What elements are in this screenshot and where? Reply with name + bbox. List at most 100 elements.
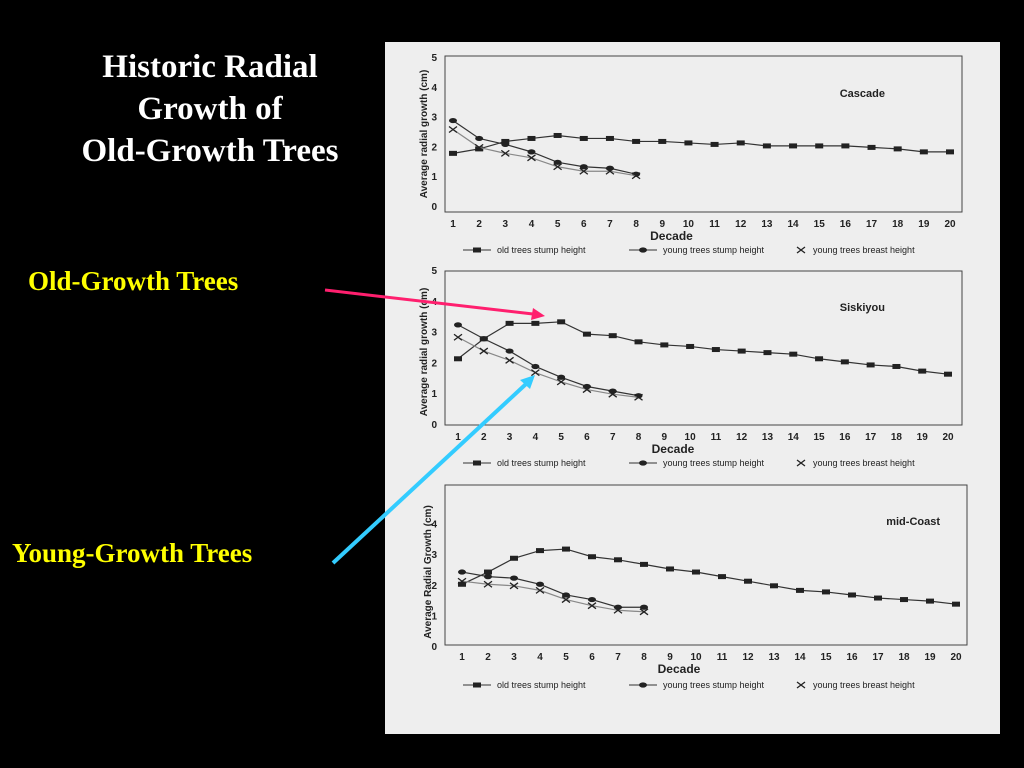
legend-marker-young-breast xyxy=(796,246,806,254)
data-point-old xyxy=(660,342,669,348)
legend-text-young-breast: young trees breast height xyxy=(813,680,915,690)
series-line-1 xyxy=(452,134,950,154)
x-tick-label: 14 xyxy=(788,432,800,443)
data-point-young-breast xyxy=(483,580,493,588)
y-tick-label: 2 xyxy=(431,358,437,369)
panel-name: Siskiyou xyxy=(840,302,885,314)
data-point-young-stump xyxy=(557,374,566,380)
title-line-2: Growth of xyxy=(137,91,283,127)
data-point-old xyxy=(762,143,771,149)
x-tick-label: 20 xyxy=(942,432,954,443)
series-line-1 xyxy=(461,548,957,605)
data-point-young-breast xyxy=(605,167,615,175)
x-tick-label: 17 xyxy=(865,432,877,443)
y-tick-label: 2 xyxy=(431,142,437,153)
data-point-young-breast xyxy=(613,606,623,614)
data-point-young-breast xyxy=(505,356,514,364)
data-point-young-breast xyxy=(509,582,519,590)
x-tick-label: 7 xyxy=(610,432,616,443)
data-point-old xyxy=(632,138,641,144)
x-tick-label: 18 xyxy=(891,432,903,443)
data-point-old xyxy=(557,319,566,325)
data-point-old xyxy=(658,138,667,144)
data-point-old xyxy=(867,144,876,150)
data-point-old xyxy=(744,578,752,584)
data-point-young-stump xyxy=(605,165,614,171)
x-tick-label: 5 xyxy=(558,432,564,443)
data-point-young-stump xyxy=(579,164,588,170)
x-tick-label: 19 xyxy=(924,652,936,663)
data-point-young-stump xyxy=(640,604,648,610)
y-tick-label: 5 xyxy=(431,53,437,64)
title-line-3: Old-Growth Trees xyxy=(81,133,339,169)
data-point-old xyxy=(926,598,934,604)
x-tick-label: 13 xyxy=(768,652,780,663)
x-tick-label: 4 xyxy=(529,219,535,230)
data-point-young-breast xyxy=(639,608,649,616)
data-point-old xyxy=(692,569,700,575)
data-point-young-breast xyxy=(474,143,484,151)
legend-text-old: old trees stump height xyxy=(497,458,586,468)
x-tick-label: 12 xyxy=(742,652,754,663)
series-line-3 xyxy=(457,336,639,398)
series-line-3 xyxy=(461,580,645,613)
y-tick-label: 1 xyxy=(431,172,437,183)
x-tick-label: 6 xyxy=(589,652,595,663)
legend-text-old: old trees stump height xyxy=(497,245,586,255)
x-tick-label: 20 xyxy=(950,652,962,663)
data-point-young-breast xyxy=(561,596,571,604)
data-point-old xyxy=(605,135,614,141)
x-tick-label: 19 xyxy=(918,219,930,230)
title-line-1: Historic Radial xyxy=(102,49,318,85)
data-point-old xyxy=(763,350,772,356)
x-tick-label: 13 xyxy=(762,432,774,443)
data-point-young-stump xyxy=(614,604,622,610)
data-point-old xyxy=(686,343,695,349)
x-tick-label: 9 xyxy=(667,652,673,663)
y-axis-label: Average radial growth (cm) xyxy=(419,70,430,199)
data-point-old xyxy=(562,546,570,552)
legend-text-young-stump: young trees stump height xyxy=(663,680,765,690)
data-point-old xyxy=(718,574,726,580)
data-point-old xyxy=(822,589,830,595)
x-tick-label: 12 xyxy=(736,432,748,443)
data-point-old xyxy=(553,132,562,138)
data-point-young-breast xyxy=(579,167,589,175)
x-tick-label: 6 xyxy=(581,219,587,230)
x-tick-label: 20 xyxy=(944,219,956,230)
data-point-young-stump xyxy=(553,159,562,165)
x-tick-label: 10 xyxy=(683,219,695,230)
x-tick-label: 7 xyxy=(615,652,621,663)
data-point-old xyxy=(640,561,648,567)
data-point-old xyxy=(711,347,720,353)
panel-name: mid-Coast xyxy=(886,516,940,528)
legend-marker-old xyxy=(473,460,481,466)
y-tick-label: 0 xyxy=(431,642,437,653)
data-point-old xyxy=(770,583,778,589)
legend-marker-young-stump xyxy=(639,682,647,688)
y-tick-label: 2 xyxy=(431,581,437,592)
data-point-old xyxy=(579,135,588,141)
x-tick-label: 11 xyxy=(709,219,720,230)
data-point-old xyxy=(536,548,544,554)
data-point-old xyxy=(815,143,824,149)
series-line-3 xyxy=(452,129,637,177)
x-tick-label: 3 xyxy=(511,652,517,663)
legend-text-young-stump: young trees stump height xyxy=(663,458,765,468)
data-point-old xyxy=(900,597,908,603)
old-growth-label: Old-Growth Trees xyxy=(28,266,239,296)
x-tick-label: 8 xyxy=(636,432,642,443)
data-point-old xyxy=(684,140,693,146)
data-point-old xyxy=(454,356,462,362)
x-tick-label: 4 xyxy=(533,432,539,443)
slide-title: Historic Radial Growth of Old-Growth Tre… xyxy=(40,46,380,172)
data-point-young-stump xyxy=(531,363,540,370)
data-point-old xyxy=(789,351,798,357)
data-point-young-breast xyxy=(530,369,540,377)
data-point-old xyxy=(510,555,518,561)
data-point-old xyxy=(892,363,901,369)
data-point-old xyxy=(893,146,902,152)
data-point-old xyxy=(449,150,457,156)
